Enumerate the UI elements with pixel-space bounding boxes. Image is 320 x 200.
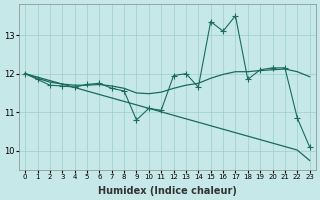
X-axis label: Humidex (Indice chaleur): Humidex (Indice chaleur) [98, 186, 237, 196]
